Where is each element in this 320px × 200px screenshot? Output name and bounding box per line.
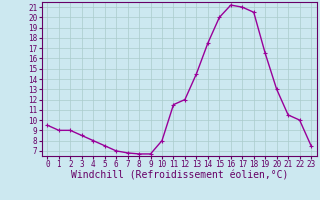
X-axis label: Windchill (Refroidissement éolien,°C): Windchill (Refroidissement éolien,°C) <box>70 171 288 181</box>
